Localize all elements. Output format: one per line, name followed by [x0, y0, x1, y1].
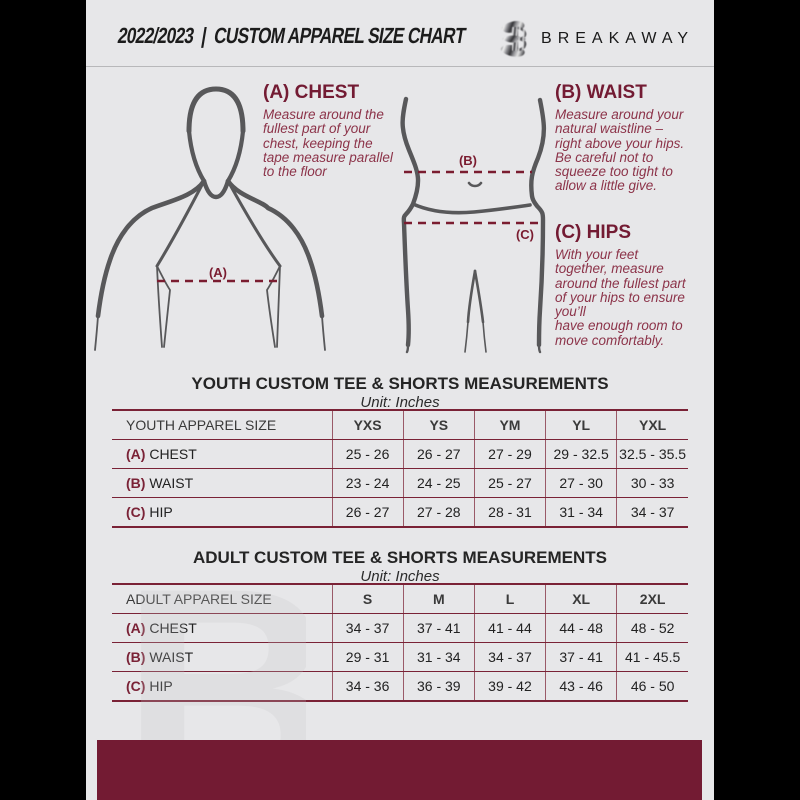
svg-text:(C): (C)	[516, 227, 534, 242]
svg-text:(B): (B)	[459, 153, 477, 168]
svg-text:(A): (A)	[209, 265, 227, 280]
